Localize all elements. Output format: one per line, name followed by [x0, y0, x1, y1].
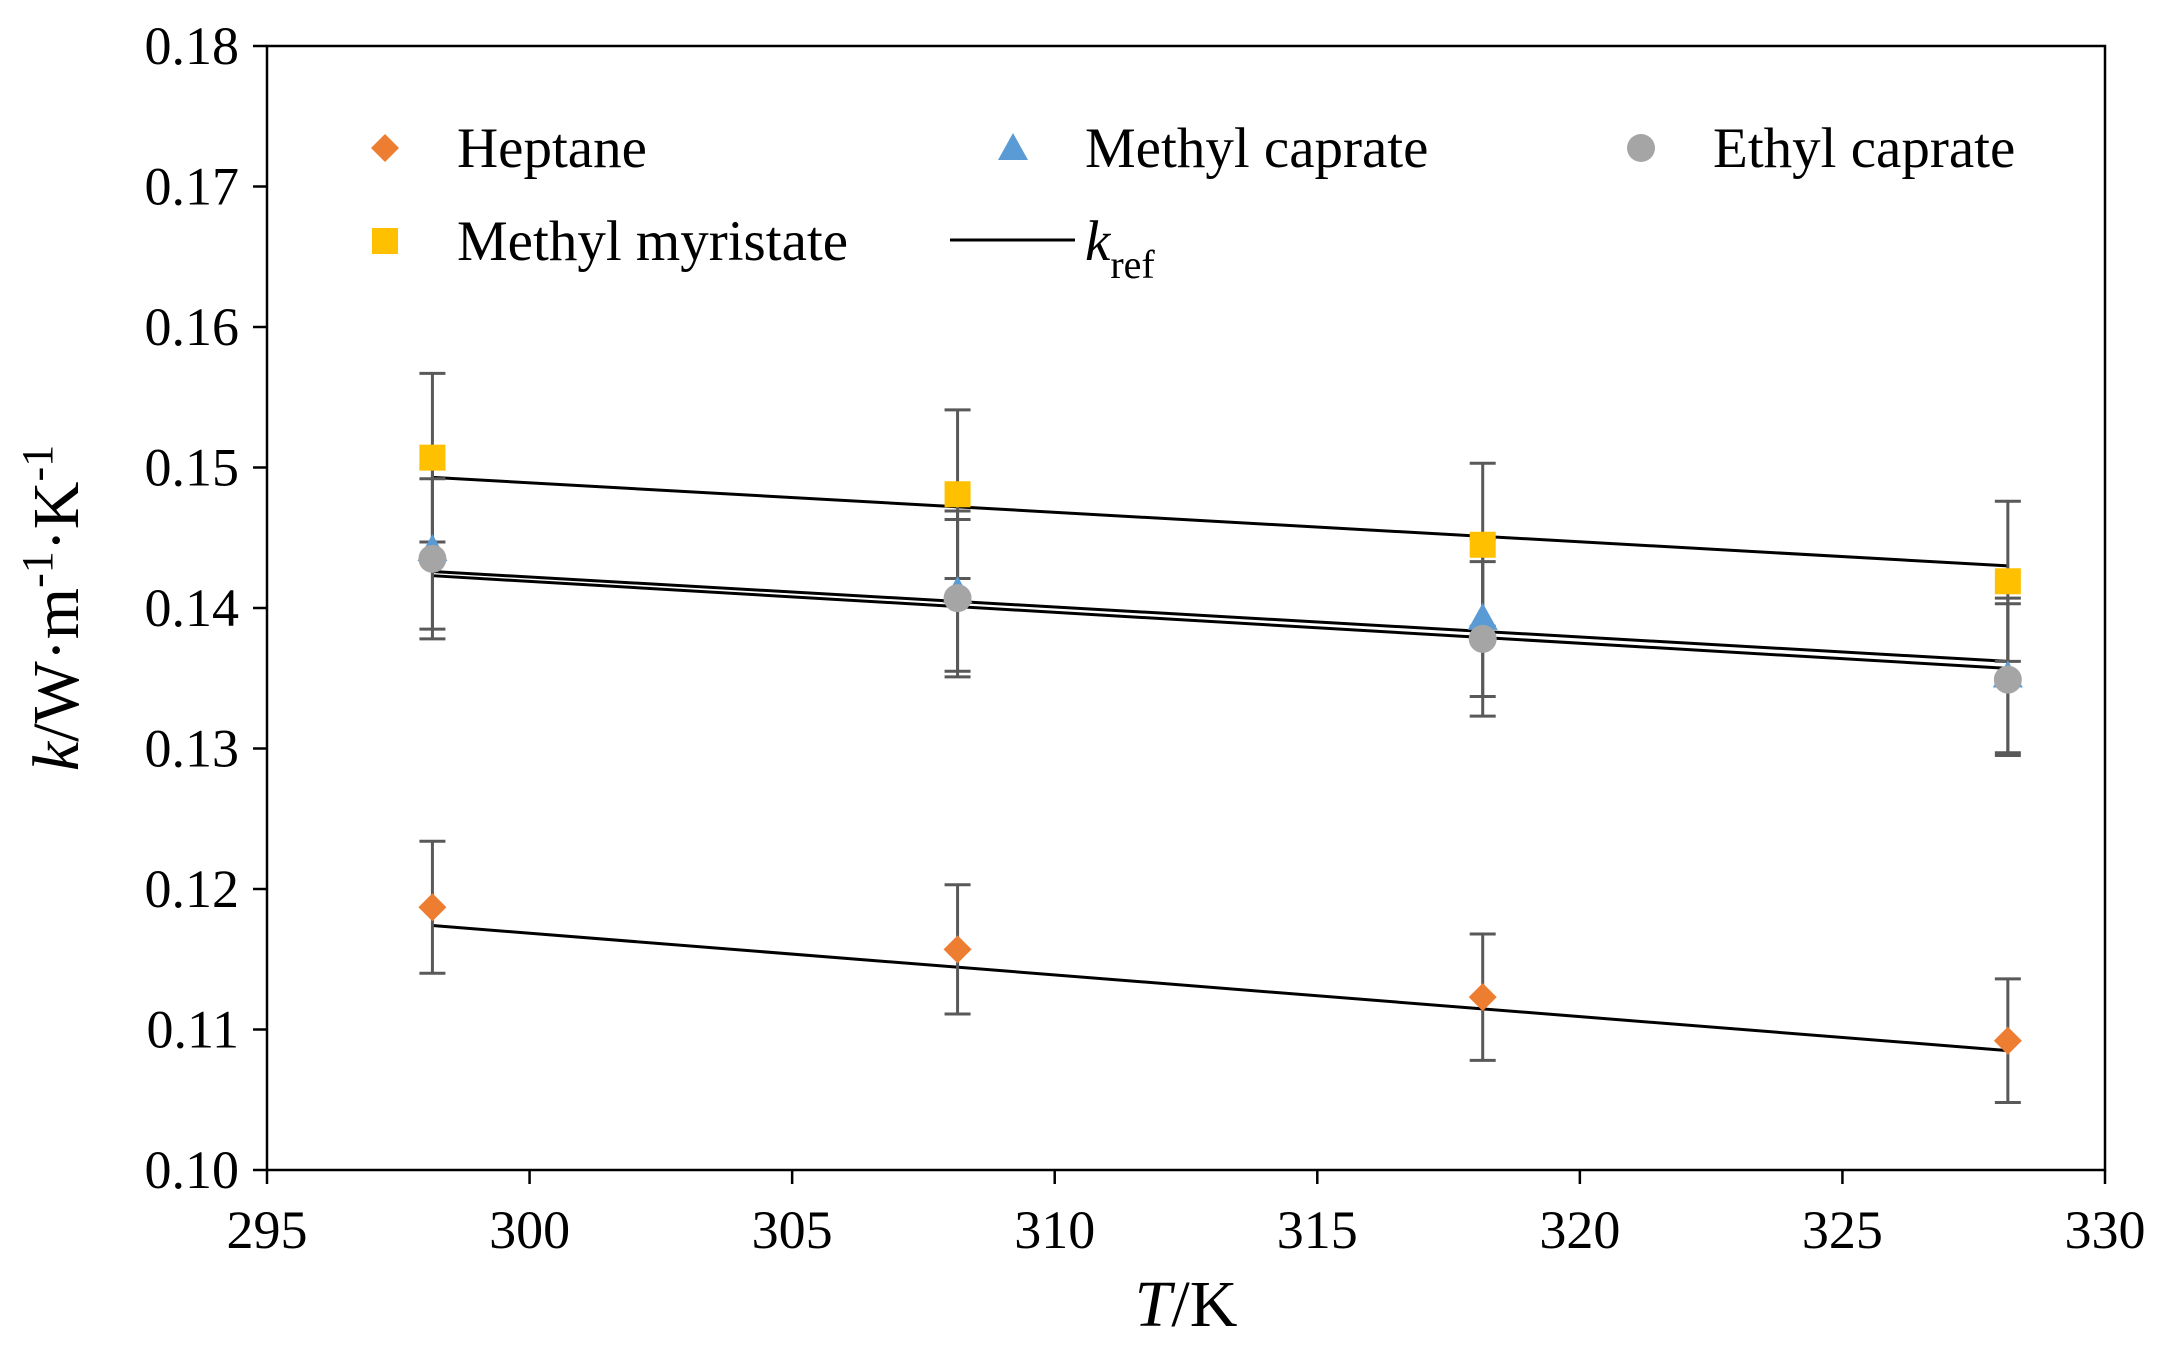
y-axis-title-unit: /W·m	[20, 588, 93, 742]
legend-ethyl-caprate-label: Ethyl caprate	[1713, 117, 2015, 180]
legend-kref-label: kref	[1085, 210, 1155, 287]
x-tick-label: 305	[752, 1200, 833, 1260]
y-tick-label: 0.18	[145, 16, 240, 76]
point-methyl-caprate	[1467, 602, 1498, 630]
legend-methyl-caprate-marker	[998, 133, 1028, 160]
legend-heptane-label: Heptane	[457, 117, 647, 180]
y-tick-label: 0.11	[147, 1000, 240, 1060]
x-axis-title-unit: /K	[1171, 1268, 1237, 1341]
legend-entry-methyl-myristate: Methyl myristate	[372, 210, 848, 273]
x-tick-label: 300	[489, 1200, 570, 1260]
x-tick-label: 310	[1014, 1200, 1095, 1260]
y-axis-ticks: 0.10 0.11 0.12 0.13 0.14 0.15 0.16 0.17 0.18	[145, 16, 267, 1200]
y-axis-title-sup2: -1	[13, 445, 62, 482]
legend-methyl-myristate-marker	[372, 228, 398, 254]
y-axis-title-sup1: -1	[13, 551, 62, 588]
y-tick-label: 0.13	[145, 719, 240, 779]
x-tick-label: 320	[1539, 1200, 1620, 1260]
y-tick-label: 0.15	[145, 438, 240, 498]
x-axis-title: T/K	[1135, 1268, 1238, 1341]
y-tick-label: 0.17	[145, 157, 240, 217]
y-axis-title-mid: ·K	[20, 482, 93, 552]
x-tick-label: 325	[1802, 1200, 1883, 1260]
point-methyl-myristate	[419, 444, 446, 471]
y-tick-label: 0.14	[145, 578, 240, 638]
y-tick-label: 0.12	[145, 859, 240, 919]
legend-entry-methyl-caprate: Methyl caprate	[998, 117, 1428, 180]
point-heptane	[1468, 983, 1497, 1012]
point-heptane	[943, 935, 972, 964]
y-tick-label: 0.16	[145, 297, 240, 357]
legend-entry-kref: kref	[950, 210, 1155, 287]
point-heptane	[1993, 1026, 2022, 1055]
point-ethyl-caprate	[1993, 665, 2022, 694]
point-methyl-myristate	[944, 481, 971, 508]
point-methyl-myristate	[1994, 568, 2021, 595]
legend-kref-subscript: ref	[1110, 242, 1155, 287]
y-axis-title-var: k	[20, 740, 93, 771]
point-heptane	[418, 893, 447, 922]
legend-heptane-marker	[371, 134, 399, 162]
kref-line-3	[432, 574, 2008, 670]
legend-methyl-caprate-label: Methyl caprate	[1085, 117, 1428, 180]
legend-methyl-myristate-label: Methyl myristate	[457, 210, 848, 273]
kref-line-1	[432, 924, 2008, 1053]
data-markers	[417, 444, 2023, 1055]
legend-entry-heptane: Heptane	[371, 117, 647, 180]
y-tick-label: 0.10	[145, 1140, 240, 1200]
x-axis-title-var: T	[1135, 1268, 1176, 1341]
point-ethyl-caprate	[943, 584, 972, 613]
kref-line-4	[432, 475, 2008, 568]
x-axis-ticks: 295 300 305 310 315 320 325 330	[227, 1170, 2146, 1260]
y-axis-title: k/W·m-1·K-1	[13, 445, 93, 771]
point-ethyl-caprate	[1468, 624, 1497, 653]
x-tick-label: 295	[227, 1200, 308, 1260]
error-bars	[419, 371, 2021, 1105]
x-tick-label: 330	[2065, 1200, 2146, 1260]
reference-lines	[432, 475, 2008, 1053]
legend-kref-symbol: k	[1085, 210, 1112, 273]
point-ethyl-caprate	[418, 544, 447, 573]
legend-ethyl-caprate-marker	[1627, 134, 1655, 162]
legend-entry-ethyl-caprate: Ethyl caprate	[1627, 117, 2015, 180]
point-methyl-myristate	[1469, 531, 1496, 558]
x-tick-label: 315	[1277, 1200, 1358, 1260]
legend: Heptane Methyl caprate Ethyl caprate Met…	[371, 117, 2015, 287]
kref-line-2	[432, 569, 2008, 663]
